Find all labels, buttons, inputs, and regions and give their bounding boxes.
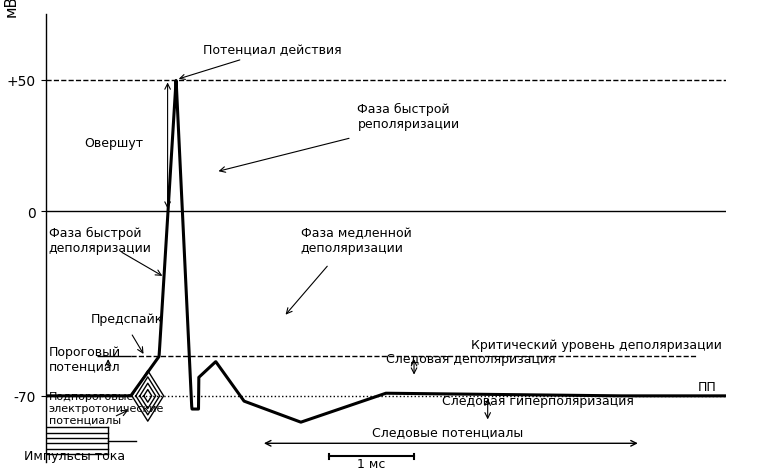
Text: Пороговый
потенциал: Пороговый потенциал [49,345,120,373]
Text: 1 мс: 1 мс [357,457,386,470]
Text: Следовая гиперполяризация: Следовая гиперполяризация [443,394,634,407]
Text: Предспайк: Предспайк [91,312,164,326]
Text: Следовая деполяризация: Следовая деполяризация [386,352,555,365]
Text: Фаза быстрой
реполяризации: Фаза быстрой реполяризации [357,103,459,131]
Text: Импульсы тока: Импульсы тока [24,449,125,462]
Text: Потенциал действия: Потенциал действия [180,44,341,80]
Text: Следовые потенциалы: Следовые потенциалы [373,426,523,438]
Text: Овершут: Овершут [85,136,143,149]
Text: Фаза быстрой
деполяризации: Фаза быстрой деполяризации [49,227,152,254]
Y-axis label: мВ: мВ [4,0,18,17]
Text: ПП: ПП [697,380,716,393]
Text: Критический уровень деполяризации: Критический уровень деполяризации [471,339,722,352]
Text: Фаза медленной
деполяризации: Фаза медленной деполяризации [301,227,411,254]
Text: Подпороговые
электротонические
потенциалы: Подпороговые электротонические потенциал… [49,391,164,424]
